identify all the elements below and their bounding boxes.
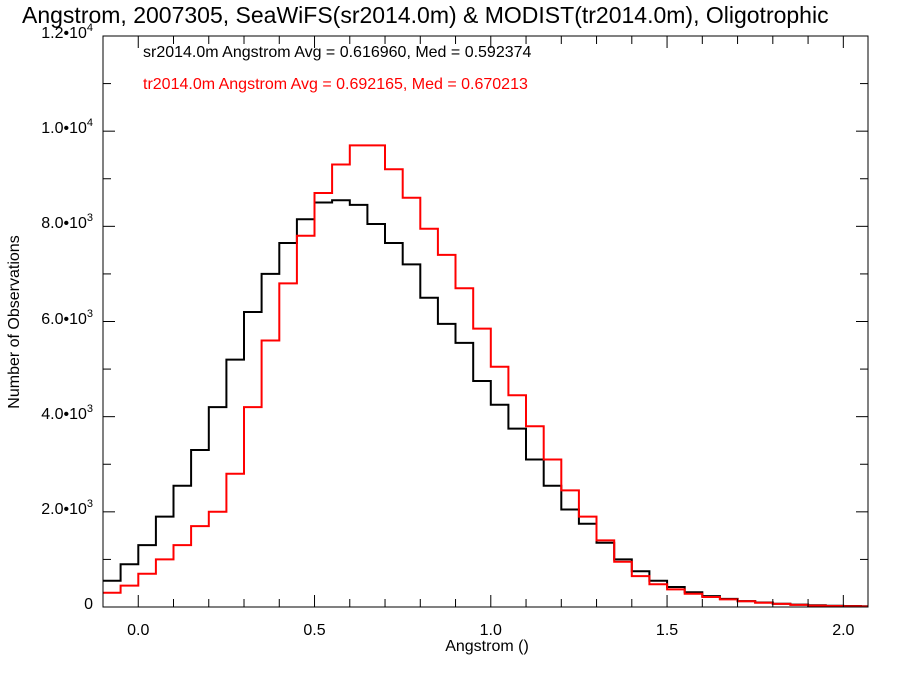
series-layer [103,144,868,608]
y-tick-exponent: 4 [86,117,93,130]
x-tick-label: 0.0 [127,622,150,639]
y-tick-base: 4.0•10 [41,405,87,423]
stats-line-tr: tr2014.0m Angstrom Avg = 0.692165, Med =… [143,76,528,93]
y-tick-base: 2.0•10 [41,500,87,518]
y-tick-exponent: 3 [86,402,93,415]
y-tick-label: 1.2•104 [41,22,93,43]
series-line-tr2014.0m [103,144,868,608]
y-tick-label: 6.0•103 [41,307,93,329]
tick-layer [102,35,868,608]
y-tick-exponent: 3 [86,497,93,510]
y-tick-label: 4.0•103 [41,402,93,424]
y-tick-exponent: 3 [86,212,93,225]
chart-title: Angstrom, 2007305, SeaWiFS(sr2014.0m) & … [22,2,829,28]
y-tick-base: 1.0•10 [41,120,87,138]
x-tick-label: 1.0 [479,622,502,639]
y-tick-base: 0 [84,596,93,613]
stats-line-sr: sr2014.0m Angstrom Avg = 0.616960, Med =… [143,44,532,61]
y-tick-label: 8.0•103 [41,212,93,233]
series-line-sr2014.0m [103,199,868,608]
y-tick-exponent: 4 [86,22,93,34]
plot-frame [102,35,869,608]
y-tick-label: 0 [84,596,93,614]
x-axis-label: Angstrom () [445,638,529,655]
y-tick-base: 1.2•10 [41,25,87,42]
x-tick-label: 1.5 [655,622,679,639]
x-tick-label: 0.5 [303,622,326,639]
x-tick-label: 2.0 [832,622,855,639]
y-tick-label: 1.0•104 [41,117,93,138]
y-tick-base: 6.0•10 [41,310,87,328]
y-tick-base: 8.0•10 [41,215,87,233]
y-tick-label: 2.0•103 [41,497,93,519]
y-axis-label: Number of Observations [6,235,23,409]
y-tick-exponent: 3 [86,307,93,320]
